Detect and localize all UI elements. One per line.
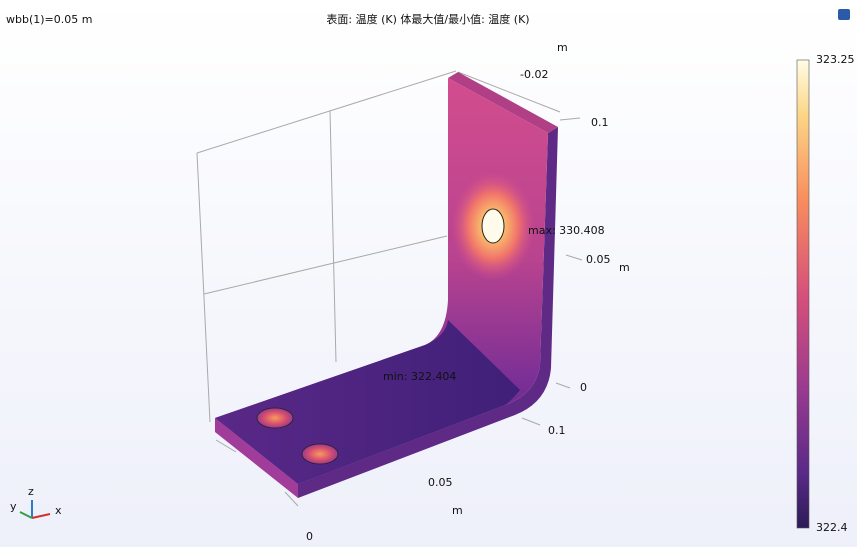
triad-x: x — [55, 504, 62, 517]
triad-z: z — [28, 485, 34, 498]
axis-label: 0.05 — [586, 253, 611, 266]
hole — [256, 407, 294, 429]
model — [215, 72, 558, 498]
hole — [301, 443, 339, 465]
axis-label: 0.1 — [548, 424, 566, 437]
axis-label: -0.02 — [520, 68, 548, 81]
colorbar-min: 322.4 — [816, 521, 848, 534]
axis-label: m — [452, 504, 463, 517]
colorbar — [796, 59, 810, 529]
axis-label: 0.05 — [428, 476, 453, 489]
axis-label: 0 — [580, 381, 587, 394]
parameter-label: wbb(1)=0.05 m — [6, 13, 92, 26]
axis-label: m — [557, 41, 568, 54]
axis-label: 0.1 — [591, 116, 609, 129]
axis-label: m — [619, 261, 630, 274]
triad-y: y — [10, 500, 17, 513]
hole — [481, 208, 505, 244]
plot-title: 表面: 温度 (K) 体最大值/最小值: 温度 (K) — [326, 12, 529, 26]
plate-top-edge — [448, 72, 558, 133]
axis-triad: y z x — [10, 485, 62, 519]
max-annotation: max: 330.408 — [528, 224, 605, 237]
floor-edge — [215, 418, 298, 498]
axis-label: 0 — [306, 530, 313, 543]
floor-face — [215, 320, 520, 484]
view-icon[interactable] — [838, 9, 850, 20]
min-annotation: min: 322.404 — [383, 370, 456, 383]
grid — [196, 70, 583, 507]
colorbar-max: 323.25 — [816, 53, 855, 66]
